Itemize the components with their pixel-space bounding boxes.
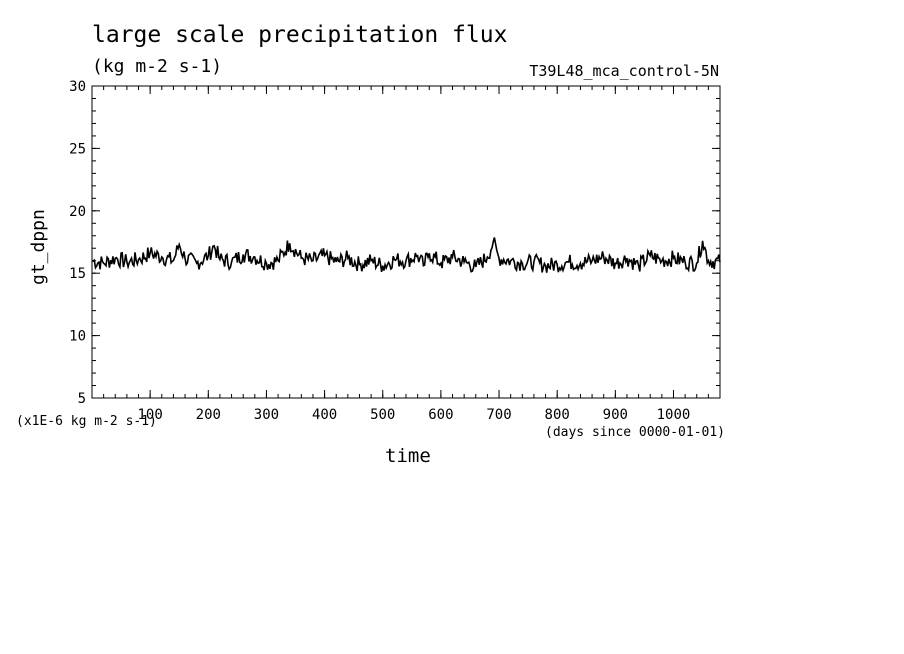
x-axis-units: (days since 0000-01-01) xyxy=(545,425,726,440)
y-tick-label: 5 xyxy=(78,391,86,407)
x-tick-label: 300 xyxy=(254,407,279,423)
x-tick-label: 200 xyxy=(196,407,221,423)
plot-frame xyxy=(91,85,721,399)
y-tick-label: 25 xyxy=(69,141,86,157)
y-tick-label: 10 xyxy=(69,329,86,345)
y-tick-label: 15 xyxy=(69,266,86,282)
x-tick-label: 900 xyxy=(603,407,628,423)
run-label: T39L48_mca_control-5N xyxy=(529,62,719,80)
x-tick-label: 800 xyxy=(545,407,570,423)
y-tick-label: 30 xyxy=(69,79,86,95)
y-tick-label: 20 xyxy=(69,204,86,220)
chart-subtitle-units: (kg m-2 s-1) xyxy=(92,56,223,77)
series-line xyxy=(91,237,721,274)
x-tick-label: 600 xyxy=(428,407,453,423)
axis-ticks xyxy=(92,85,720,399)
x-axis-label: time xyxy=(385,445,431,467)
x-tick-label: 400 xyxy=(312,407,337,423)
y-scale-note: (x1E-6 kg m-2 s-1) xyxy=(16,414,157,429)
x-tick-label: 700 xyxy=(486,407,511,423)
axis-tick-labels: 100 200 300 400 500 600 700 800 900 1000 5 10 15 20 25… xyxy=(69,79,690,423)
x-tick-label: 100 xyxy=(137,407,162,423)
x-tick-label: 1000 xyxy=(657,407,691,423)
x-tick-label: 500 xyxy=(370,407,395,423)
chart-title: large scale precipitation flux xyxy=(92,22,508,48)
